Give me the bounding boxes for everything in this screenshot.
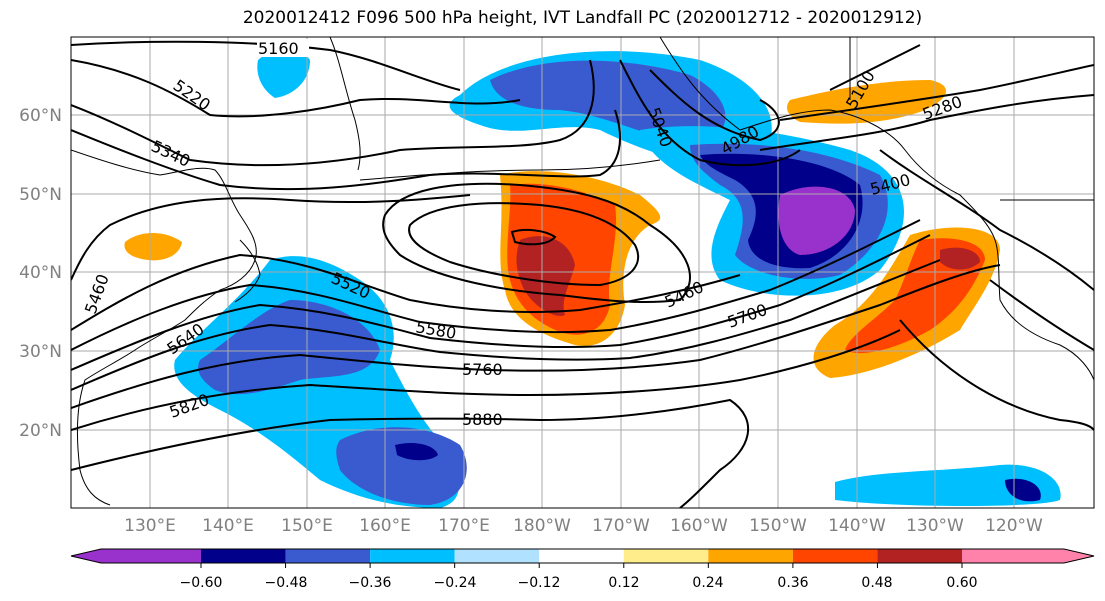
border-canada-us <box>849 37 1094 201</box>
coast-kamchatka <box>329 37 361 171</box>
negative-region-west-south <box>336 427 467 505</box>
coast-alaska <box>659 37 1094 381</box>
colorbar-segment <box>201 549 286 563</box>
contour-5700 <box>71 259 941 391</box>
colorbar-tick-label: 0.60 <box>946 575 977 591</box>
lon-label: 180°W <box>513 516 571 536</box>
contour-4980 <box>649 69 780 142</box>
contour-loop-c <box>510 228 557 246</box>
lon-label: 150°W <box>749 516 807 536</box>
lon-label: 160°W <box>670 516 728 536</box>
plot-frame <box>70 36 1095 509</box>
colorbar-segment <box>708 549 793 563</box>
contour-5340 <box>71 59 595 167</box>
lon-label: 130°E <box>124 516 176 536</box>
negative-region-north-core <box>490 60 726 145</box>
contour-5040 <box>619 59 801 167</box>
lat-label: 40°N <box>19 263 62 283</box>
colorbar-segment <box>454 549 540 563</box>
lon-label: 120°W <box>985 516 1043 536</box>
colorbar-segment <box>792 549 878 563</box>
contour-label: 5160 <box>258 39 299 58</box>
colorbar-segment <box>539 549 624 563</box>
colorbar-segment <box>877 549 962 563</box>
lat-label: 30°N <box>19 342 62 362</box>
colorbar-outline <box>70 548 1095 564</box>
lat-axis-labels: 60°N 50°N 40°N 30°N 20°N <box>19 106 62 441</box>
lat-label: 20°N <box>19 421 62 441</box>
lon-label: 150°E <box>281 516 333 536</box>
negative-region-southeast <box>835 464 1061 506</box>
contour-label: 5340 <box>148 136 193 170</box>
contour-label: 5460 <box>662 277 707 311</box>
colorbar-segment <box>285 549 371 563</box>
height-contours <box>71 40 1094 508</box>
contour-5280 <box>779 64 1094 121</box>
lon-label: 170°W <box>592 516 650 536</box>
contour-label: 5580 <box>414 317 457 343</box>
positive-region-japan <box>124 233 182 261</box>
negative-region-west-south-core <box>395 443 438 461</box>
coast-japan <box>234 239 261 303</box>
contour-5400-east <box>759 94 1094 151</box>
contour-label: 5220 <box>170 76 214 115</box>
contour-5880 <box>71 398 749 508</box>
contour-5580 <box>71 219 921 351</box>
contour-label: 5460 <box>81 272 113 317</box>
negative-region-west-mid <box>198 300 380 395</box>
contour-east-c <box>899 319 1094 431</box>
ivt-shading <box>124 48 1061 508</box>
lon-axis-labels: 130°E 140°E 150°E 160°E 170°E 180°W 170°… <box>124 516 1043 536</box>
contour-5640 <box>71 234 931 371</box>
contour-east-a <box>879 149 1094 291</box>
contour-5400-a <box>71 109 621 191</box>
lon-label: 140°W <box>828 516 886 536</box>
negative-region-gulf-core <box>778 186 855 255</box>
colorbar-tick-labels: −0.60 −0.48 −0.36 −0.24 −0.12 0.12 0.24 … <box>180 575 978 591</box>
positive-region-east-core <box>940 247 980 270</box>
lat-label: 50°N <box>19 185 62 205</box>
contour-5220 <box>71 59 521 118</box>
colorbar-tick-label: 0.24 <box>692 575 723 591</box>
contour-5820 <box>71 329 901 431</box>
colorbar-segment <box>623 549 709 563</box>
colorbar-tick-label: −0.48 <box>265 575 308 591</box>
colorbar-tick-label: −0.24 <box>434 575 477 591</box>
colorbar-segment <box>370 549 455 563</box>
colorbar-tick-label: 0.48 <box>861 575 892 591</box>
lon-label: 160°E <box>359 516 411 536</box>
colorbar-tick-label: −0.36 <box>349 575 392 591</box>
contour-label: 5880 <box>462 410 503 429</box>
lon-label: 140°E <box>202 516 254 536</box>
colorbar-segment <box>71 549 201 563</box>
contour-5520 <box>71 253 741 331</box>
lat-label: 60°N <box>19 106 62 126</box>
contour-east-b <box>989 279 1094 351</box>
contour-5760 <box>71 264 1001 409</box>
colorbar-tick-label: 0.36 <box>777 575 808 591</box>
colorbar: −0.60 −0.48 −0.36 −0.24 −0.12 0.12 0.24 … <box>70 548 1095 591</box>
colorbar-tick-label: −0.12 <box>518 575 561 591</box>
colorbar-tick-label: −0.60 <box>180 575 223 591</box>
grid-lines <box>71 37 1094 508</box>
contour-label: 5760 <box>462 360 503 379</box>
contour-5100 <box>829 44 921 91</box>
lon-label: 130°W <box>906 516 964 536</box>
colorbar-tick-label: 0.12 <box>608 575 639 591</box>
contour-loop-b <box>408 202 640 287</box>
contour-loop-a <box>382 182 691 304</box>
colorbar-segment <box>962 549 1094 563</box>
lon-label: 170°E <box>438 516 490 536</box>
contour-label: 5820 <box>167 390 212 422</box>
coast-aleutians <box>359 159 661 181</box>
map-title: 2020012412 F096 500 hPa height, IVT Land… <box>242 8 923 28</box>
negative-region-northwest <box>257 48 310 98</box>
